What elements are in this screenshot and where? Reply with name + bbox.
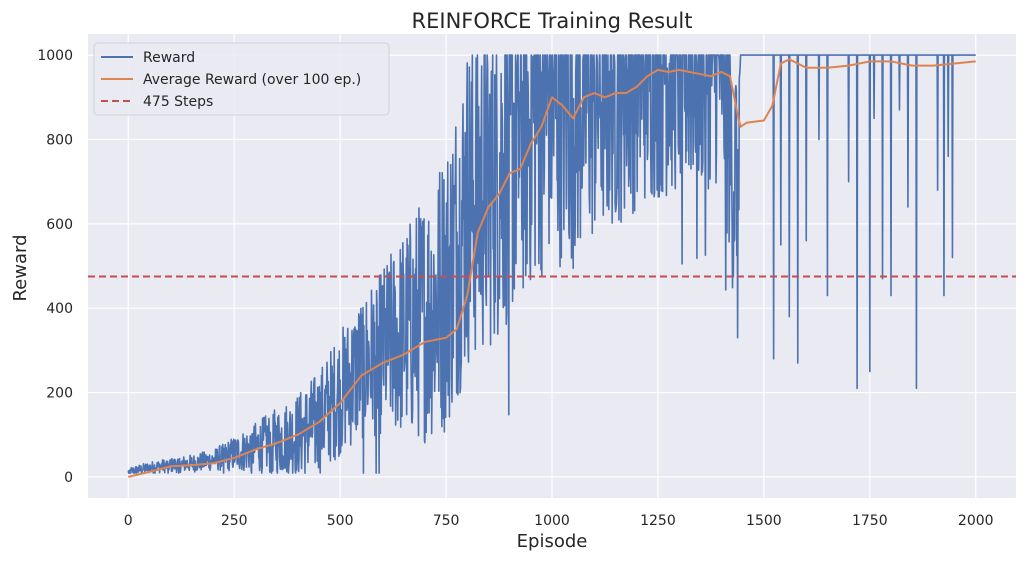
y-tick-label: 600: [46, 217, 73, 233]
reward-series-line: [127, 54, 977, 474]
y-tick-label: 1000: [37, 48, 73, 64]
chart-title: REINFORCE Training Result: [412, 9, 693, 33]
average-reward-series-line: [128, 58, 976, 478]
legend-label-average-reward: Average Reward (over 100 ep.): [143, 72, 361, 88]
y-tick-label: 400: [46, 301, 73, 317]
x-axis-label: Episode: [517, 531, 588, 552]
y-tick-label: 200: [46, 386, 73, 402]
x-tick-label: 250: [221, 513, 248, 529]
x-tick-label: 1750: [852, 513, 888, 529]
x-tick-label: 500: [327, 513, 354, 529]
x-tick-label: 2000: [958, 513, 994, 529]
series-layer: [88, 54, 1016, 478]
legend-label-475-steps: 475 Steps: [143, 94, 213, 110]
y-axis-label: Reward: [10, 234, 31, 301]
y-axis-ticks: 0 200 400 600 800 1000: [37, 48, 73, 486]
legend: Reward Average Reward (over 100 ep.) 475…: [93, 42, 390, 116]
x-tick-label: 1500: [746, 513, 782, 529]
x-tick-label: 1000: [534, 513, 570, 529]
y-tick-label: 800: [46, 132, 73, 148]
y-tick-label: 0: [64, 470, 73, 486]
x-tick-label: 750: [433, 513, 460, 529]
x-tick-label: 0: [124, 513, 133, 529]
x-axis-ticks: 0 250 500 750 1000 1250 1500 1750 2000: [124, 513, 994, 529]
x-tick-label: 1250: [640, 513, 676, 529]
legend-box: [93, 42, 390, 116]
legend-label-reward: Reward: [143, 50, 195, 66]
